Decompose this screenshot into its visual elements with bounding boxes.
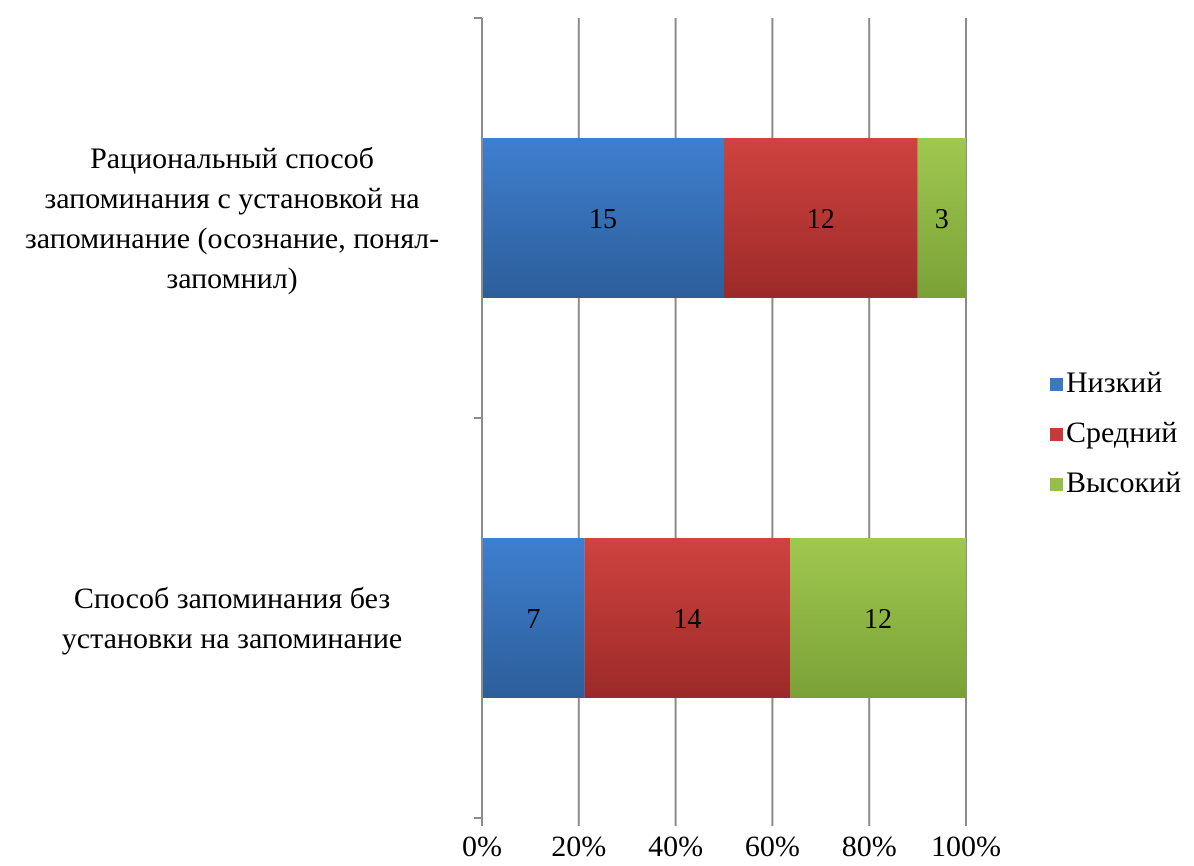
x-tick-label: 0% bbox=[462, 830, 502, 863]
data-label: 15 bbox=[589, 204, 617, 235]
bar-segment bbox=[790, 538, 966, 698]
bar-segment bbox=[724, 138, 918, 298]
category-label-line: Рациональный способ bbox=[90, 142, 374, 175]
bar-segment bbox=[482, 138, 724, 298]
bars bbox=[482, 138, 966, 698]
data-label: 7 bbox=[526, 604, 540, 635]
data-label: 12 bbox=[807, 204, 835, 235]
category-label-line: Способ запоминания без bbox=[74, 582, 390, 615]
category-label: Рациональный способ запоминания с установ… bbox=[25, 142, 439, 295]
category-label-line: установки на запоминание bbox=[62, 622, 402, 655]
legend-swatch bbox=[1050, 478, 1063, 491]
axes: 0% 20% 40% 60% 80% 100% bbox=[462, 17, 1001, 863]
legend-swatch bbox=[1050, 428, 1063, 441]
bar-segment bbox=[584, 538, 790, 698]
legend-label: Низкий bbox=[1066, 366, 1162, 399]
legend-label: Высокий bbox=[1066, 466, 1181, 499]
category-label-line: запоминание (осознание, понял- bbox=[25, 222, 439, 255]
category-label-line: запоминания с установкой на bbox=[44, 182, 419, 215]
legend: Низкий Средний Высокий bbox=[1050, 366, 1181, 499]
x-tick-label: 40% bbox=[648, 830, 703, 863]
bar-segment bbox=[917, 138, 966, 298]
data-label: 3 bbox=[935, 204, 949, 235]
x-tick-label: 20% bbox=[551, 830, 606, 863]
data-label: 12 bbox=[864, 604, 892, 635]
category-label-line: запомнил) bbox=[166, 262, 297, 295]
x-tick-label: 100% bbox=[931, 830, 1001, 863]
data-label: 14 bbox=[673, 604, 701, 635]
legend-swatch bbox=[1050, 378, 1063, 391]
x-tick-label: 80% bbox=[842, 830, 897, 863]
bar-segment bbox=[482, 538, 585, 698]
legend-label: Средний bbox=[1066, 416, 1177, 449]
category-label: Способ запоминания без установки на запом… bbox=[62, 582, 402, 655]
x-tick-label: 60% bbox=[745, 830, 800, 863]
labels: 15 12 3 Рациональный способ запоминания с ус… bbox=[25, 142, 949, 655]
